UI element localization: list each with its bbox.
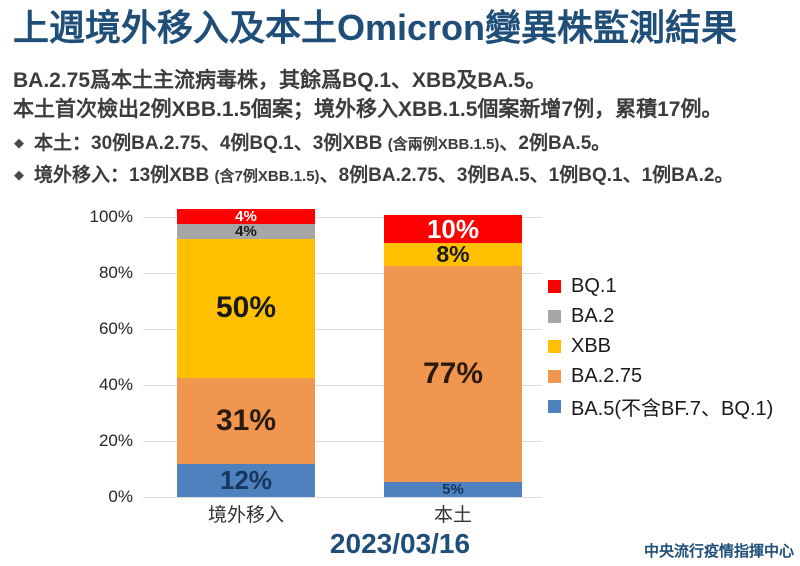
bullet-paren-text: (含兩例XBB.1.5)	[387, 136, 500, 153]
subtitle-line-2: 本土首次檢出2例XBB.1.5個案；境外移入XBB.1.5個案新增7例，累積17…	[13, 98, 723, 121]
diamond-bullet-icon: ◆	[14, 135, 24, 150]
legend-label: BA.5(不含BF.7、BQ.1)	[571, 397, 774, 420]
gridline	[143, 217, 542, 218]
x-axis-label: 本土	[433, 505, 472, 526]
x-axis-label: 境外移入	[207, 505, 284, 526]
source-label: 中央流行疫情指揮中心	[643, 543, 794, 560]
bar-segment: 4%	[177, 223, 315, 241]
legend-label: XBB	[571, 334, 612, 357]
bar-segment: 12%	[177, 463, 315, 497]
bar-segment-label: 4%	[235, 223, 257, 241]
bar-1: 12% 31% 50% 4% 4%	[177, 209, 315, 497]
y-axis-tick: 60%	[98, 319, 133, 338]
subtitle-block: BA.2.75爲本土主流病毒株，其餘爲BQ.1、XBB及BA.5。 本土首次檢出…	[13, 66, 797, 124]
legend-item: XBB	[548, 331, 773, 361]
bar-segment: 77%	[384, 266, 522, 482]
legend-label: BQ.1	[571, 274, 617, 297]
legend-label: BA.2	[571, 304, 615, 327]
bar-segment: 8%	[384, 241, 522, 268]
y-axis-tick: 40%	[98, 375, 133, 394]
gridline	[143, 385, 542, 386]
legend-label: BA.2.75	[571, 364, 643, 387]
bullet-paren-text: (含7例XBB.1.5)	[214, 168, 320, 185]
chart-date: 2023/03/16	[329, 528, 471, 559]
bar-segment: 5%	[384, 482, 522, 497]
bar-segment: 4%	[177, 208, 315, 226]
legend-swatch	[548, 399, 561, 413]
bar-segment-label: 10%	[426, 214, 480, 245]
y-axis-tick: 100%	[89, 207, 133, 226]
bar-segment-label: 4%	[235, 208, 257, 226]
bar-2: 5% 77% 8% 10%	[384, 214, 522, 497]
bar-segment: 10%	[384, 214, 522, 245]
bar-segment: 50%	[177, 239, 315, 378]
bar-segment-label: 5%	[442, 481, 464, 498]
bar-segment: 31%	[177, 377, 315, 464]
bullet-item-imported: ◆ 境外移入：13例XBB (含7例XBB.1.5)、8例BA.2.75、3例BA…	[14, 160, 798, 192]
legend-swatch	[548, 279, 561, 293]
gridline	[143, 329, 542, 330]
bullet-text-tail: 、2例BA.5。	[499, 133, 611, 154]
legend-swatch	[548, 369, 561, 383]
legend-item: BA.2.75	[548, 361, 773, 391]
legend-swatch	[548, 339, 561, 353]
bullet-list: ◆ 本土：30例BA.2.75、4例BQ.1、3例XBB (含兩例XBB.1.5)…	[14, 128, 798, 192]
bullet-text-tail: 、8例BA.2.75、3例BA.5、1例BQ.1、1例BA.2。	[319, 165, 734, 186]
gridline	[143, 497, 542, 498]
subtitle-line-1: BA.2.75爲本土主流病毒株，其餘爲BQ.1、XBB及BA.5。	[13, 69, 547, 92]
legend-swatch	[548, 309, 561, 323]
bullet-item-domestic: ◆ 本土：30例BA.2.75、4例BQ.1、3例XBB (含兩例XBB.1.5)…	[14, 128, 798, 160]
bar-segment-label: 8%	[436, 241, 470, 268]
bar-segment-label: 12%	[219, 465, 273, 496]
y-axis-tick: 80%	[98, 263, 133, 282]
legend-item: BQ.1	[548, 271, 773, 301]
bar-segment-label: 77%	[422, 357, 484, 391]
bar-segment-label: 50%	[215, 291, 277, 325]
gridline	[143, 273, 542, 274]
chart-legend: BQ.1 BA.2 XBB BA.2.75 BA.5(不含BF.7、BQ.1)	[548, 271, 773, 421]
legend-item: BA.2	[548, 301, 773, 331]
gridline	[143, 441, 542, 442]
legend-item: BA.5(不含BF.7、BQ.1)	[548, 391, 773, 421]
bullet-text: 本土：30例BA.2.75、4例BQ.1、3例XBB	[34, 133, 388, 154]
diamond-bullet-icon: ◆	[14, 167, 24, 182]
bar-segment-label: 31%	[215, 403, 277, 437]
y-axis-tick: 20%	[98, 431, 133, 450]
page-title: 上週境外移入及本土Omicron變異株監測結果	[13, 7, 738, 48]
y-axis-tick: 0%	[108, 487, 133, 506]
bullet-text: 境外移入：13例XBB	[34, 165, 215, 186]
